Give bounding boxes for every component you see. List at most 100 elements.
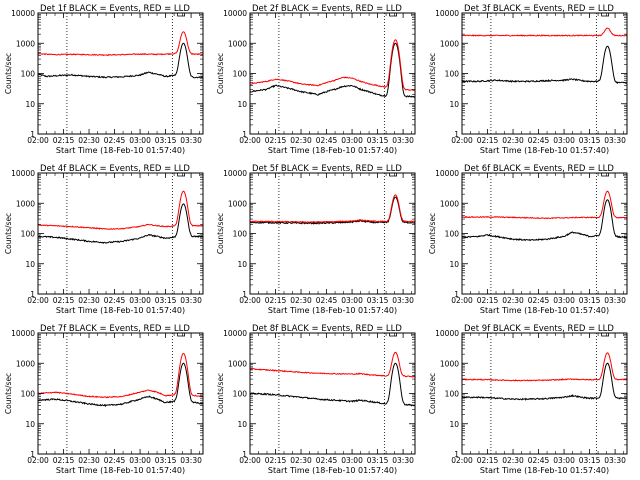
events-series-line <box>461 362 628 401</box>
x-tick-label: 02:15 <box>53 136 75 145</box>
plot-frame <box>461 332 628 455</box>
x-tick-label: 02:45 <box>316 296 338 305</box>
x-tick-label: 02:45 <box>316 136 338 145</box>
x-tick-label: 02:00 <box>451 136 473 145</box>
x-tick-label: 03:15 <box>579 456 601 465</box>
y-tick-label: 10000 <box>435 169 459 178</box>
y-tick-label: 10000 <box>11 169 35 178</box>
events-series-line <box>249 196 416 225</box>
y-axis-label: Counts/sec <box>216 53 225 94</box>
y-axis-label: Counts/sec <box>428 373 437 414</box>
y-tick-label: 1 <box>30 290 35 299</box>
detector-panel: Det 5f BLACK = Events, RED = LLD 1 10 100 10… <box>216 164 416 315</box>
plot-frame <box>249 332 416 455</box>
x-tick-label: 03:15 <box>155 136 177 145</box>
y-tick-label: 100 <box>233 70 248 79</box>
y-tick-label: 1000 <box>16 199 35 208</box>
x-tick-label: 03:15 <box>155 296 177 305</box>
plot-frame <box>37 172 204 295</box>
x-axis-label: Start Time (18-Feb-10 01:57:40) <box>56 146 185 155</box>
y-axis-label: Counts/sec <box>428 213 437 254</box>
y-axis-label: Counts/sec <box>216 213 225 254</box>
y-tick-label: 10 <box>449 100 459 109</box>
detector-panel: Det 4f BLACK = Events, RED = LLD 1 10 100 10… <box>4 164 204 315</box>
x-tick-label: 03:00 <box>553 296 575 305</box>
lld-series-line <box>37 190 203 230</box>
x-axis-label: Start Time (18-Feb-10 01:57:40) <box>268 146 397 155</box>
x-tick-label: 02:45 <box>104 456 126 465</box>
x-tick-label: 03:15 <box>579 136 601 145</box>
x-axis-label: Start Time (18-Feb-10 01:57:40) <box>56 306 185 315</box>
x-tick-label: 02:00 <box>239 136 261 145</box>
panel-title: Det 4f BLACK = Events, RED = LLD <box>40 164 190 174</box>
x-axis-label: Start Time (18-Feb-10 01:57:40) <box>480 146 609 155</box>
y-tick-label: 100 <box>21 70 36 79</box>
lld-series-line <box>249 194 415 224</box>
lld-series-line <box>249 351 416 378</box>
y-axis-label: Counts/sec <box>4 373 13 414</box>
y-tick-label: 100 <box>21 230 36 239</box>
x-tick-label: 02:15 <box>53 456 75 465</box>
x-tick-label: 03:15 <box>579 296 601 305</box>
detector-panel: Det 3f BLACK = Events, RED = LLD 1 10 100 10… <box>428 4 628 155</box>
x-tick-label: 02:30 <box>78 456 100 465</box>
y-tick-label: 10000 <box>11 9 35 18</box>
panel-title: Det 3f BLACK = Events, RED = LLD <box>464 4 614 14</box>
x-tick-label: 03:30 <box>604 456 626 465</box>
y-tick-label: 1000 <box>440 39 459 48</box>
y-tick-label: 10000 <box>223 329 247 338</box>
x-tick-label: 03:00 <box>341 296 363 305</box>
events-series-line <box>461 45 628 85</box>
y-tick-label: 10000 <box>223 9 247 18</box>
x-tick-label: 02:45 <box>528 296 550 305</box>
y-tick-label: 10 <box>25 260 35 269</box>
events-series-line <box>249 42 416 98</box>
y-tick-label: 10 <box>237 260 247 269</box>
y-tick-label: 1 <box>242 290 247 299</box>
x-axis-label: Start Time (18-Feb-10 01:57:40) <box>56 466 185 475</box>
x-axis-label: Start Time (18-Feb-10 01:57:40) <box>480 466 609 475</box>
y-tick-label: 10000 <box>435 9 459 18</box>
events-series-line <box>461 199 628 242</box>
x-tick-label: 02:15 <box>265 296 287 305</box>
y-tick-label: 1000 <box>228 359 247 368</box>
y-tick-label: 1 <box>454 130 459 139</box>
x-tick-label: 03:15 <box>155 456 177 465</box>
detector-panel: Det 2f BLACK = Events, RED = LLD 1 10 100 10… <box>216 4 416 155</box>
x-axis-label: Start Time (18-Feb-10 01:57:40) <box>268 306 397 315</box>
detector-panel: Det 7f BLACK = Events, RED = LLD 1 10 100 10… <box>4 324 204 475</box>
x-tick-label: 02:45 <box>104 296 126 305</box>
y-tick-label: 1000 <box>440 359 459 368</box>
detector-panel: Det 6f BLACK = Events, RED = LLD 1 10 100 10… <box>428 164 628 315</box>
y-tick-label: 10000 <box>223 169 247 178</box>
y-tick-label: 1000 <box>228 39 247 48</box>
x-tick-label: 03:30 <box>180 456 202 465</box>
y-tick-label: 1 <box>30 130 35 139</box>
panel-title: Det 9f BLACK = Events, RED = LLD <box>464 324 614 334</box>
panel-title: Det 8f BLACK = Events, RED = LLD <box>252 324 402 334</box>
panel-title: Det 2f BLACK = Events, RED = LLD <box>252 4 402 14</box>
x-tick-label: 02:30 <box>78 296 100 305</box>
lld-series-line <box>249 39 416 91</box>
x-tick-label: 03:00 <box>341 136 363 145</box>
y-tick-label: 1 <box>454 450 459 459</box>
y-tick-label: 1 <box>30 450 35 459</box>
y-tick-label: 10 <box>25 420 35 429</box>
y-tick-label: 1000 <box>16 39 35 48</box>
lld-series-line <box>37 31 203 56</box>
x-tick-label: 03:15 <box>367 456 389 465</box>
detector-panel: Det 9f BLACK = Events, RED = LLD 1 10 100 10… <box>428 324 628 475</box>
x-tick-label: 03:15 <box>367 296 389 305</box>
y-tick-label: 100 <box>21 390 36 399</box>
events-series-line <box>37 362 204 408</box>
events-series-line <box>37 203 204 244</box>
y-tick-label: 100 <box>445 390 460 399</box>
y-tick-label: 100 <box>445 70 460 79</box>
x-tick-label: 03:15 <box>367 136 389 145</box>
y-tick-label: 10000 <box>435 329 459 338</box>
x-tick-label: 02:30 <box>502 136 524 145</box>
x-tick-label: 02:45 <box>104 136 126 145</box>
lld-series-line <box>37 352 204 399</box>
events-series-line <box>37 42 204 79</box>
